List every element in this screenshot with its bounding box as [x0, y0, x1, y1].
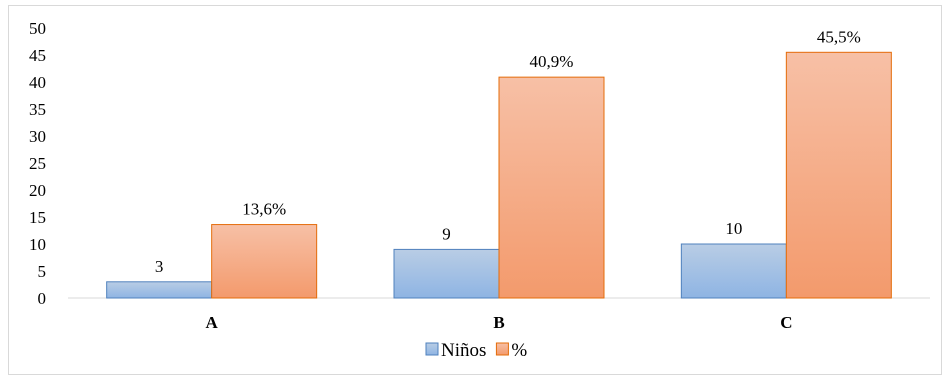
y-tick-label-6: 30 — [29, 127, 46, 146]
legend: Niños% — [425, 340, 527, 361]
y-tick-label-10: 50 — [29, 19, 46, 38]
category-label-b: B — [493, 313, 504, 332]
legend-swatch-0 — [425, 342, 439, 356]
y-tick-label-3: 15 — [29, 208, 46, 227]
y-tick-label-4: 20 — [29, 181, 46, 200]
data-label-b-series-0: 9 — [442, 224, 451, 243]
category-label-c: C — [780, 313, 792, 332]
y-tick-label-0: 0 — [38, 289, 47, 308]
y-tick-label-1: 5 — [38, 262, 47, 281]
y-tick-label-7: 35 — [29, 100, 46, 119]
legend-label-1: % — [511, 340, 527, 361]
data-label-a-series-0: 3 — [155, 257, 164, 276]
bar-a-series-1 — [211, 224, 318, 299]
data-label-b-series-1: 40,9% — [530, 52, 574, 71]
y-tick-label-8: 40 — [29, 73, 46, 92]
bars — [106, 51, 892, 299]
bar-b-series-0 — [393, 248, 500, 299]
legend-swatch-1 — [495, 342, 509, 356]
data-label-a-series-1: 13,6% — [242, 200, 286, 219]
data-labels: 3 13,6% 9 40,9% 10 45,5% — [155, 27, 861, 275]
category-label-a: A — [206, 313, 219, 332]
x-axis: A B C — [206, 313, 793, 332]
bar-b-series-1 — [498, 76, 605, 299]
legend-item-0: Niños — [425, 340, 486, 361]
bar-c-series-1 — [785, 51, 892, 299]
bar-c-series-0 — [680, 243, 787, 299]
legend-item-1: % — [495, 340, 527, 361]
y-tick-label-9: 45 — [29, 46, 46, 65]
y-tick-label-5: 25 — [29, 154, 46, 173]
legend-label-0: Niños — [441, 340, 486, 361]
y-tick-label-2: 10 — [29, 235, 46, 254]
data-label-c-series-1: 45,5% — [817, 27, 861, 46]
bar-a-series-0 — [106, 281, 213, 299]
data-label-c-series-0: 10 — [725, 219, 742, 238]
